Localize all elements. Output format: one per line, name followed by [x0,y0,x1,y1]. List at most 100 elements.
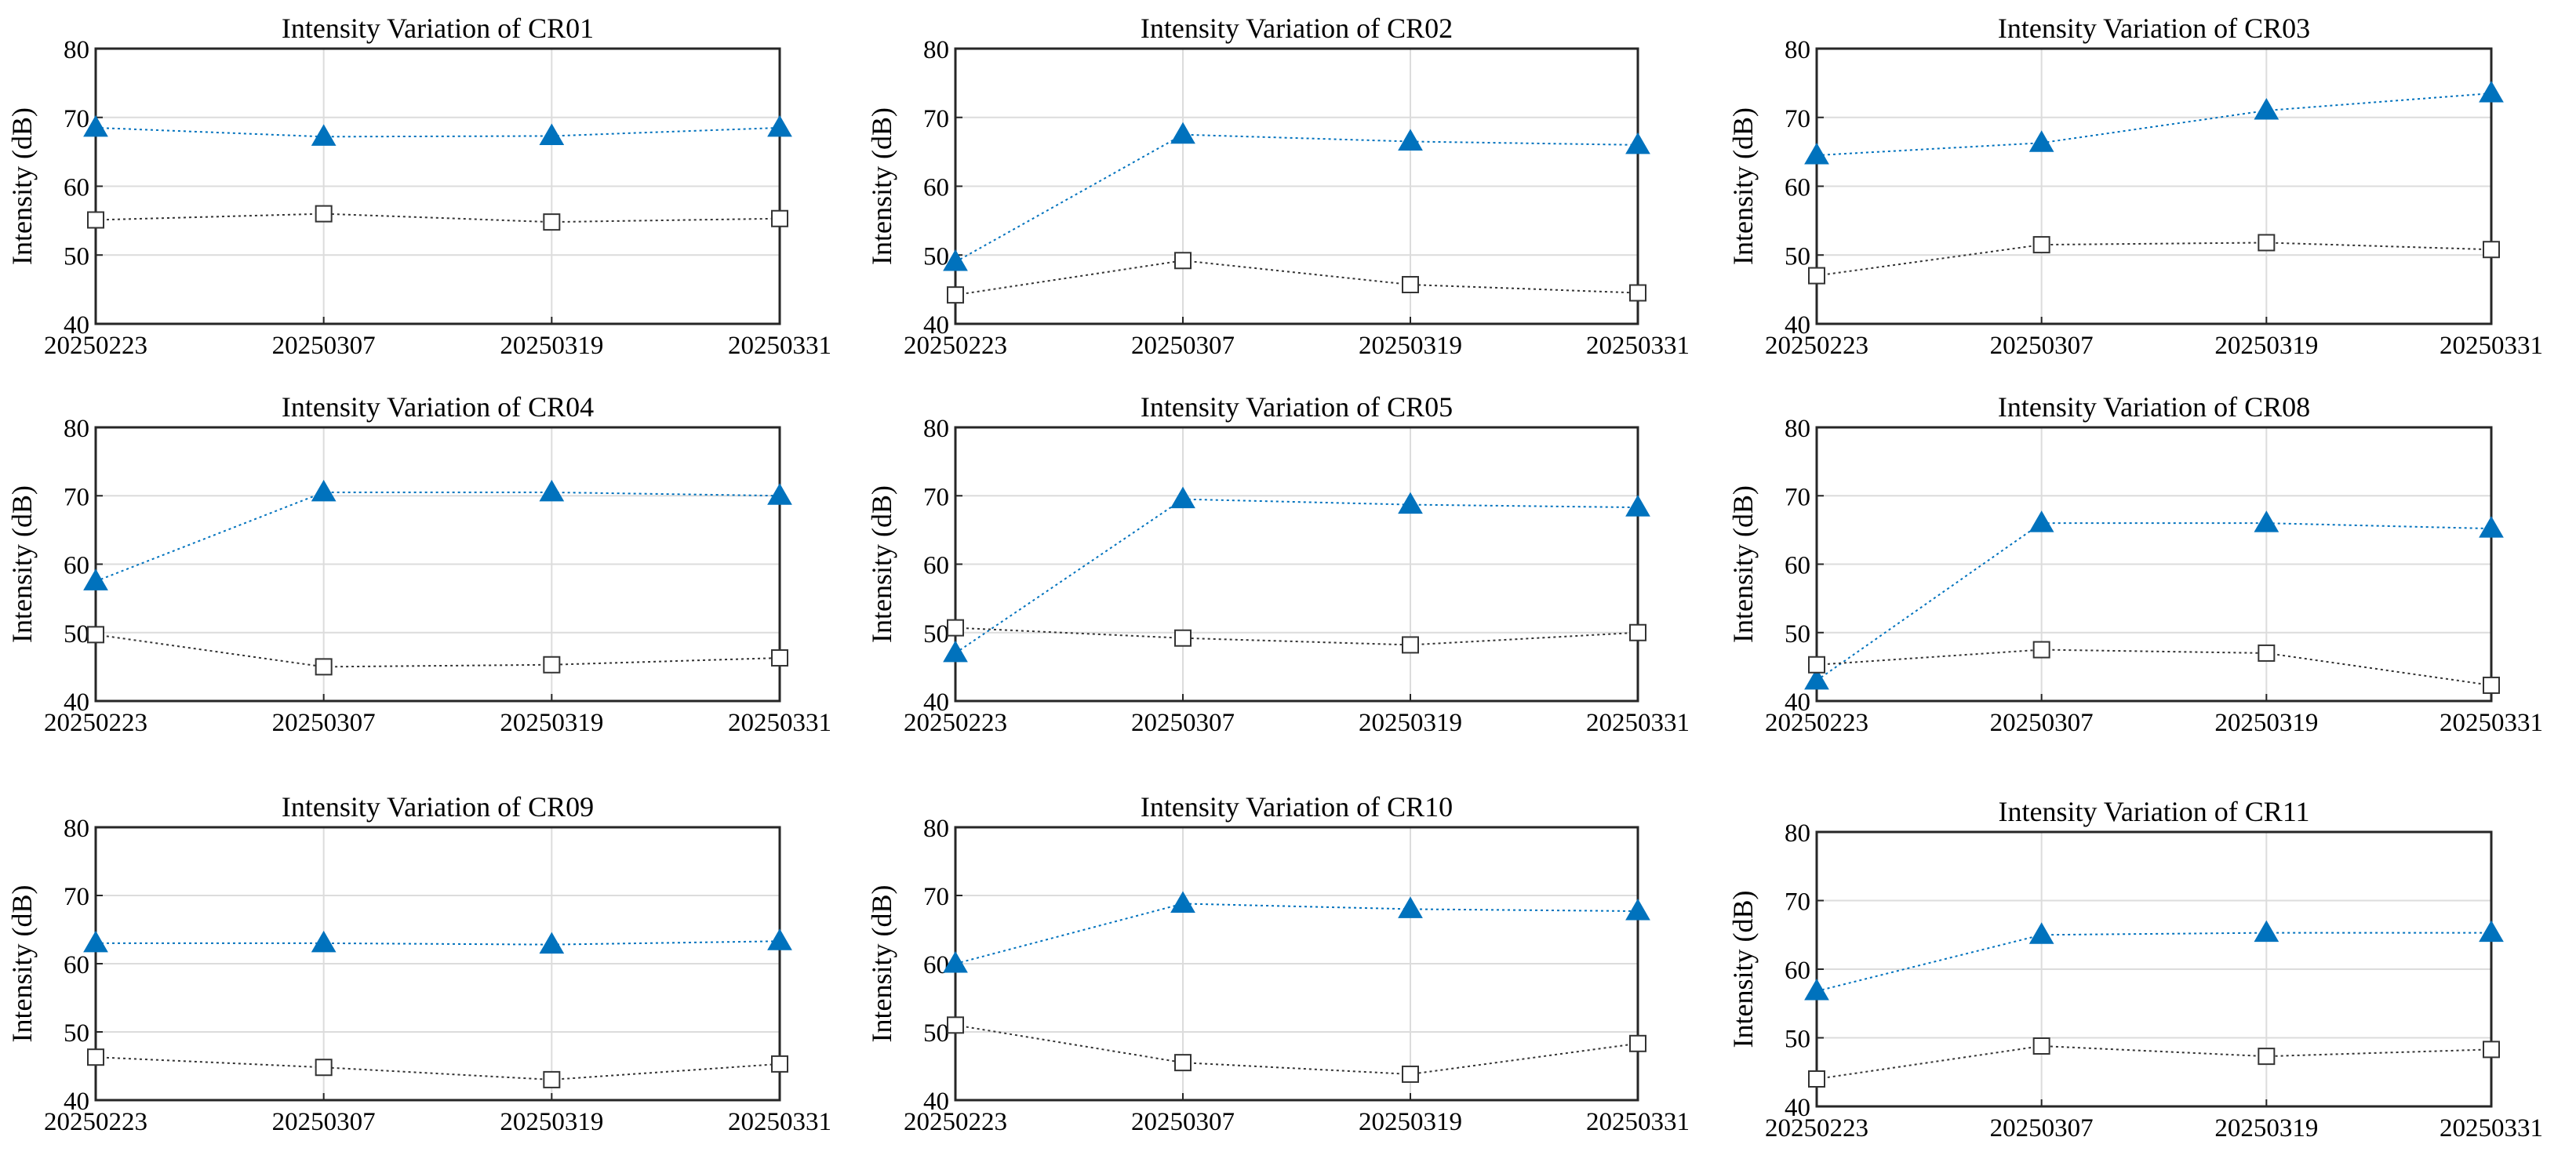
data-point-square [315,205,333,223]
y-tick-label: 40 [923,311,949,340]
x-tick-label: 20250331 [728,1108,831,1136]
series-square [1808,234,2500,285]
y-tick-label: 40 [64,1088,89,1116]
y-tick-label: 50 [64,620,89,648]
data-point-square [1629,284,1646,302]
series-triangle [1804,920,2504,1001]
y-tick-label: 80 [923,36,949,64]
y-tick-label: 50 [1785,242,1810,271]
data-point-square [1402,1065,1419,1083]
x-tick-label: 20250319 [500,1108,603,1136]
chart-panel-9: 40 50 60 70 80 20250223 20250307 20250319 202503… [1727,796,2543,1142]
y-tick-label: 50 [64,1019,89,1048]
x-tick-label: 20250223 [1765,332,1868,360]
y-axis-label: Intensity (dB) [6,107,38,265]
x-tick-label: 20250307 [1131,709,1235,737]
series-line [1816,93,2492,157]
chart-panel-5: 40 50 60 70 80 20250223 20250307 20250319 202503… [866,391,1690,737]
series-triangle [83,928,792,954]
y-tick-label: 70 [64,105,89,133]
data-point-square [543,656,561,674]
y-axis-label: Intensity (dB) [866,107,897,265]
series-square [87,1048,788,1088]
data-point-triangle [767,928,792,950]
y-tick-label: 60 [1785,957,1810,985]
y-tick-label: 60 [923,552,949,580]
chart-panel-7: 40 50 60 70 80 20250223 20250307 20250319 202503… [6,791,831,1136]
series-triangle [943,486,1650,663]
data-point-triangle [83,114,108,137]
chart-panel-1: 40 50 60 70 80 20250223 20250307 20250319 202503… [6,13,831,360]
x-tick-label: 20250307 [1990,709,2094,737]
x-tick-label: 20250223 [904,332,1007,360]
y-tick-label: 70 [923,883,949,911]
data-point-triangle [1625,899,1650,921]
data-point-square [315,1059,333,1077]
data-point-square [1808,656,1825,674]
data-point-square [2032,236,2050,254]
data-point-square [1808,267,1825,285]
y-tick-label: 70 [64,883,89,911]
chart-title: Intensity Variation of CR01 [282,13,594,44]
data-point-square [2483,676,2500,694]
y-axis-label: Intensity (dB) [1727,107,1759,265]
y-tick-label: 70 [923,105,949,133]
x-tick-label: 20250307 [1131,1108,1235,1136]
x-tick-label: 20250223 [1765,709,1868,737]
data-point-triangle [311,124,337,146]
data-point-triangle [1804,667,1829,690]
data-point-triangle [1398,492,1423,514]
y-tick-label: 80 [64,36,89,64]
data-point-triangle [1625,495,1650,517]
y-tick-label: 70 [1785,105,1810,133]
data-point-triangle [943,950,968,973]
x-tick-label: 20250223 [1765,1114,1868,1142]
chart-panel-8: 40 50 60 70 80 20250223 20250307 20250319 202503… [866,791,1690,1136]
series-square [947,619,1646,654]
series-line [1816,1044,2492,1080]
data-point-triangle [767,114,792,137]
series-square [947,252,1646,304]
y-axis-label: Intensity (dB) [6,485,38,643]
data-point-square [2483,241,2500,259]
data-point-square [1174,629,1192,647]
y-tick-label: 50 [1785,620,1810,648]
y-tick-label: 40 [1785,688,1810,717]
data-point-triangle [1170,122,1195,144]
series-line [955,903,1639,964]
y-axis-label: Intensity (dB) [6,885,38,1043]
x-tick-label: 20250223 [44,1108,147,1136]
y-tick-label: 60 [1785,174,1810,202]
data-point-square [1174,252,1192,270]
x-tick-label: 20250331 [2440,332,2543,360]
series-triangle [1804,510,2504,690]
y-tick-label: 80 [64,815,89,843]
data-point-square [2032,1037,2050,1055]
y-tick-label: 80 [64,415,89,443]
data-point-triangle [1170,486,1195,509]
x-tick-label: 20250331 [728,332,831,360]
x-tick-label: 20250307 [272,709,376,737]
chart-title: Intensity Variation of CR11 [1999,796,2310,827]
chart-title: Intensity Variation of CR05 [1141,391,1453,423]
chart-panel-3: 40 50 60 70 80 20250223 20250307 20250319 202503… [1727,13,2543,360]
data-point-triangle [1804,143,1829,165]
data-point-triangle [539,932,565,954]
data-point-square [771,1055,788,1073]
x-tick-label: 20250331 [2440,1114,2543,1142]
series-line [95,212,780,223]
chart-title: Intensity Variation of CR04 [282,391,594,423]
chart-panel-4: 40 50 60 70 80 20250223 20250307 20250319 202503… [6,391,831,737]
x-tick-label: 20250319 [1359,709,1462,737]
x-tick-label: 20250223 [44,709,147,737]
series-line [955,1024,1639,1075]
y-axis-label: Intensity (dB) [866,485,897,643]
data-point-triangle [1170,891,1195,913]
data-point-square [1402,636,1419,654]
data-point-triangle [539,479,565,502]
y-tick-label: 60 [64,174,89,202]
x-tick-label: 20250331 [2440,709,2543,737]
data-point-triangle [83,568,108,590]
data-point-triangle [943,249,968,271]
data-point-triangle [2028,130,2054,152]
